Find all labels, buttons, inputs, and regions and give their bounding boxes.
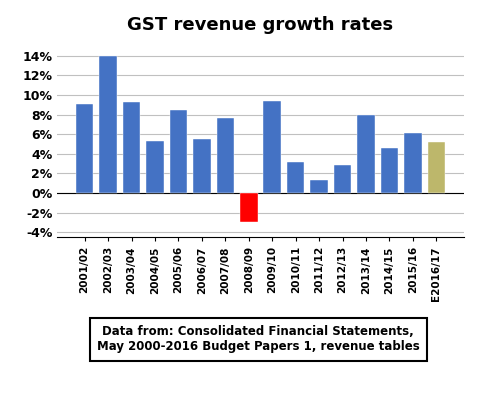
Bar <box>334 164 351 193</box>
Bar <box>357 115 375 193</box>
Bar <box>76 104 93 193</box>
Bar <box>99 56 117 193</box>
Bar <box>240 193 258 222</box>
Bar <box>217 119 234 193</box>
Bar <box>146 141 164 193</box>
Bar <box>193 139 211 193</box>
Bar <box>123 102 141 193</box>
Title: GST revenue growth rates: GST revenue growth rates <box>128 16 393 34</box>
Bar <box>287 162 304 193</box>
Bar <box>170 110 187 193</box>
Bar <box>263 101 281 193</box>
Bar <box>380 148 398 193</box>
Bar <box>404 133 422 193</box>
Bar <box>428 142 445 193</box>
Text: Data from: Consolidated Financial Statements,
May 2000-2016 Budget Papers 1, rev: Data from: Consolidated Financial Statem… <box>97 326 420 353</box>
Bar <box>310 180 328 193</box>
